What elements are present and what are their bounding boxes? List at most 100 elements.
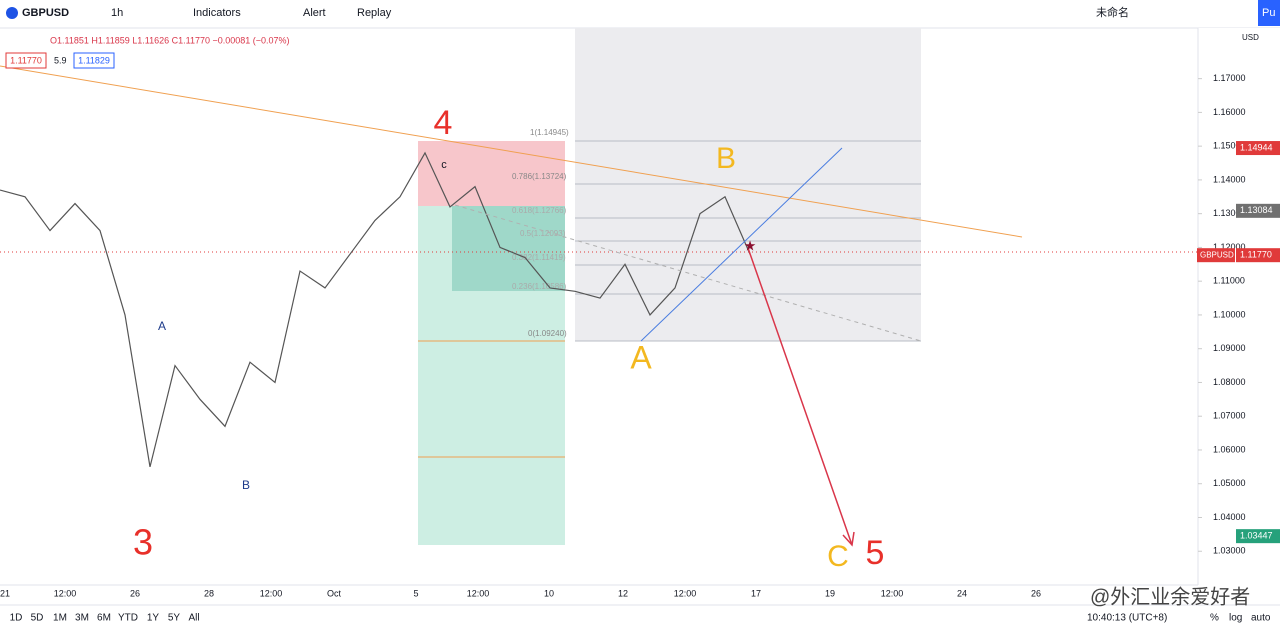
wave-label: c <box>441 159 447 171</box>
watermark: @外汇业余爱好者 <box>1090 585 1250 608</box>
publish[interactable]: Pu <box>1262 7 1275 19</box>
wave-label: 3 <box>133 522 153 563</box>
fib-trend <box>454 204 922 342</box>
fib-label: 0.618(1.12766) <box>512 206 567 215</box>
ohlc: O1.11851 H1.11859 L1.11626 C1.11770 −0.0… <box>50 35 290 45</box>
x-tick-label: 26 <box>1031 588 1041 598</box>
symbol-badge-label: GBPUSD <box>1200 250 1234 259</box>
indicators[interactable]: Indicators <box>193 7 241 19</box>
y-tick-label: 1.07000 <box>1213 411 1246 421</box>
x-tick-label: 26 <box>130 588 140 598</box>
log[interactable]: log <box>1229 613 1242 624</box>
x-tick-label: 12:00 <box>881 588 904 598</box>
y-tick-label: 1.13000 <box>1213 208 1246 218</box>
price-badge <box>1236 141 1280 156</box>
y-tick-label: 1.17000 <box>1213 73 1246 83</box>
range-button[interactable]: 6M <box>97 613 111 624</box>
y-tick-label: 1.16000 <box>1213 107 1246 117</box>
range-button[interactable]: 1Y <box>147 613 160 624</box>
x-tick-label: 12:00 <box>467 588 490 598</box>
filled-zone <box>452 206 565 291</box>
star: ★ <box>744 238 757 254</box>
x-tick-label: 17 <box>751 588 761 598</box>
x-tick-label: 21 <box>0 588 10 598</box>
y-tick-label: 1.06000 <box>1213 444 1246 454</box>
bid-box[interactable] <box>5 52 47 69</box>
fib-label: 0.786(1.13724) <box>512 172 567 181</box>
fib-label: 0(1.09240) <box>528 329 567 338</box>
wave-label: 5 <box>866 534 885 572</box>
x-tick-label: 12:00 <box>674 588 697 598</box>
x-tick-label: 28 <box>204 588 214 598</box>
symbol-badge <box>1197 248 1235 263</box>
x-tick-label: 12:00 <box>54 588 77 598</box>
wave-label: C <box>827 540 849 573</box>
x-tick-label: Oct <box>327 588 342 598</box>
y-tick-label: 1.03000 <box>1213 546 1246 556</box>
fib-label: 0.236(1.10586) <box>512 282 567 291</box>
y-tick-label: 1.08000 <box>1213 377 1246 387</box>
fib-labels: 1(1.14945) 0.786(1.13724) 0.618(1.12766)… <box>512 128 569 338</box>
range-button[interactable]: All <box>188 613 199 624</box>
trendline <box>0 65 1023 238</box>
price-series <box>0 151 751 467</box>
price-axis <box>1198 28 1280 585</box>
y-tick-label: 1.10000 <box>1213 309 1246 319</box>
x-tick-label: 24 <box>957 588 967 598</box>
stop-zone <box>418 141 565 206</box>
bid: 1.11770 <box>10 55 42 65</box>
x-tick-label: 10 <box>544 588 554 598</box>
y-tick-label: 1.11000 <box>1213 276 1245 286</box>
y-tick-label: 1.09000 <box>1213 343 1246 353</box>
y-tick-label: 1.12000 <box>1213 242 1246 252</box>
interval[interactable]: 1h <box>111 7 123 19</box>
spread: 5.9 <box>54 55 67 65</box>
price-badge <box>1236 248 1280 263</box>
clock: 10:40:13 (UTC+8) <box>1087 613 1167 624</box>
trendline <box>640 147 843 342</box>
alert[interactable]: Alert <box>303 7 326 19</box>
toolbar <box>0 0 1280 28</box>
wave-label: 4 <box>434 104 453 142</box>
arrow <box>747 247 853 546</box>
price-badge <box>1236 203 1280 218</box>
price-badge-label: 1.11770 <box>1240 250 1272 260</box>
wave-label: B <box>242 478 250 492</box>
ask-box[interactable] <box>73 52 115 69</box>
price-badge <box>1236 529 1280 544</box>
currency[interactable]: USD <box>1242 33 1259 42</box>
fib-lines <box>575 140 921 342</box>
range-button[interactable]: 5D <box>31 613 44 624</box>
price-badge-label: 1.14944 <box>1240 142 1273 152</box>
symbol-icon <box>6 7 18 19</box>
range-button[interactable]: 3M <box>75 613 89 624</box>
x-tick-label: 12 <box>618 588 628 598</box>
auto[interactable]: auto <box>1251 613 1271 624</box>
range-button[interactable]: YTD <box>118 613 138 624</box>
range-button[interactable]: 5Y <box>168 613 181 624</box>
ask: 1.11829 <box>78 55 110 65</box>
wave-label: A <box>158 319 166 333</box>
wave-label: B <box>716 142 736 175</box>
wave-label: A <box>630 339 652 375</box>
y-tick-label: 1.05000 <box>1213 478 1246 488</box>
x-tick-label: 19 <box>825 588 835 598</box>
x-tick-label: 5 <box>413 588 418 598</box>
y-tick-label: 1.15000 <box>1213 141 1246 151</box>
x-tick-label: 12:00 <box>260 588 283 598</box>
replay[interactable]: Replay <box>357 7 392 19</box>
fib-label: 1(1.14945) <box>530 128 569 137</box>
y-tick-label: 1.04000 <box>1213 512 1246 522</box>
publish-button[interactable] <box>1258 0 1280 26</box>
range-button[interactable]: 1M <box>53 613 67 624</box>
y-tick-label: 1.14000 <box>1213 174 1246 184</box>
range-button[interactable]: 1D <box>10 613 23 624</box>
price-badge-label: 1.03447 <box>1240 531 1273 541</box>
percent[interactable]: % <box>1210 613 1219 624</box>
price-badge-label: 1.13084 <box>1240 205 1273 215</box>
fib-label: 0.382(1.11419) <box>512 253 566 262</box>
arrow-head <box>842 531 855 547</box>
layout-name[interactable]: 未命名 <box>1096 5 1129 19</box>
symbol[interactable]: GBPUSD <box>22 7 69 19</box>
